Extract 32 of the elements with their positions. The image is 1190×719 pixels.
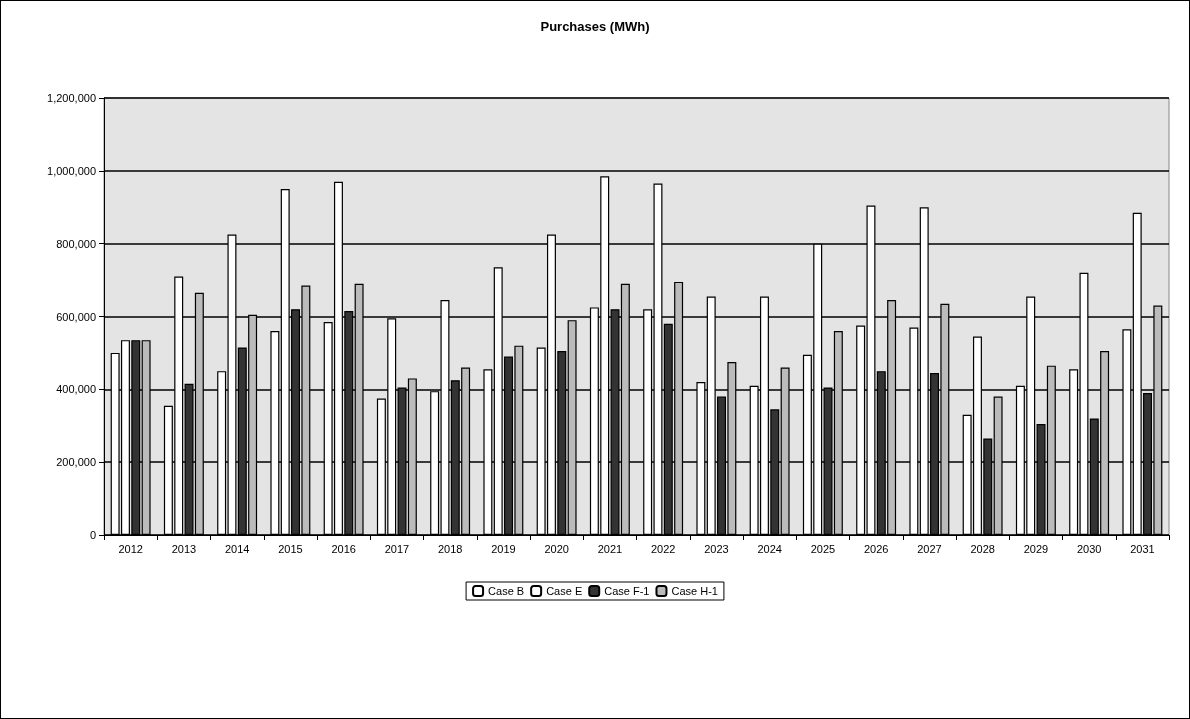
x-tick-label: 2014 xyxy=(224,542,250,555)
legend-label: Case B xyxy=(488,585,525,597)
x-tick-label: 2025 xyxy=(810,542,836,555)
x-tick-label: 2012 xyxy=(118,542,143,555)
x-tick-label: 2028 xyxy=(970,542,995,555)
y-tick-label: 1,000,000 xyxy=(47,164,96,177)
x-tick-label: 2017 xyxy=(384,542,410,555)
y-tick-label: 600,000 xyxy=(56,310,96,323)
chart-title: Purchases (MWh) xyxy=(540,19,650,34)
x-tick-label: 2022 xyxy=(650,542,676,555)
legend-label: Case F-1 xyxy=(604,585,650,597)
x-tick-label: 2030 xyxy=(1076,542,1102,555)
x-tick-label: 2020 xyxy=(544,542,569,555)
y-tick-label: 400,000 xyxy=(56,383,96,396)
x-tick-label: 2031 xyxy=(1130,542,1155,555)
x-tick-label: 2015 xyxy=(278,542,303,555)
y-tick-label: 800,000 xyxy=(56,237,96,250)
x-tick-label: 2018 xyxy=(437,542,463,555)
legend-label: Case E xyxy=(546,585,583,597)
x-tick-label: 2024 xyxy=(757,542,782,555)
x-tick-label: 2021 xyxy=(597,542,623,555)
y-tick-label: 0 xyxy=(89,529,96,541)
x-tick-label: 2013 xyxy=(171,542,197,555)
x-tick-label: 2026 xyxy=(863,542,889,555)
y-tick-label: 1,200,000 xyxy=(47,92,96,104)
x-tick-label: 2019 xyxy=(491,542,516,555)
x-tick-label: 2027 xyxy=(917,542,942,555)
legend-label: Case H-1 xyxy=(671,585,718,597)
x-tick-label: 2029 xyxy=(1023,542,1049,555)
x-tick-label: 2023 xyxy=(704,542,729,555)
y-tick-label: 200,000 xyxy=(56,456,96,469)
x-tick-label: 2016 xyxy=(331,542,356,555)
